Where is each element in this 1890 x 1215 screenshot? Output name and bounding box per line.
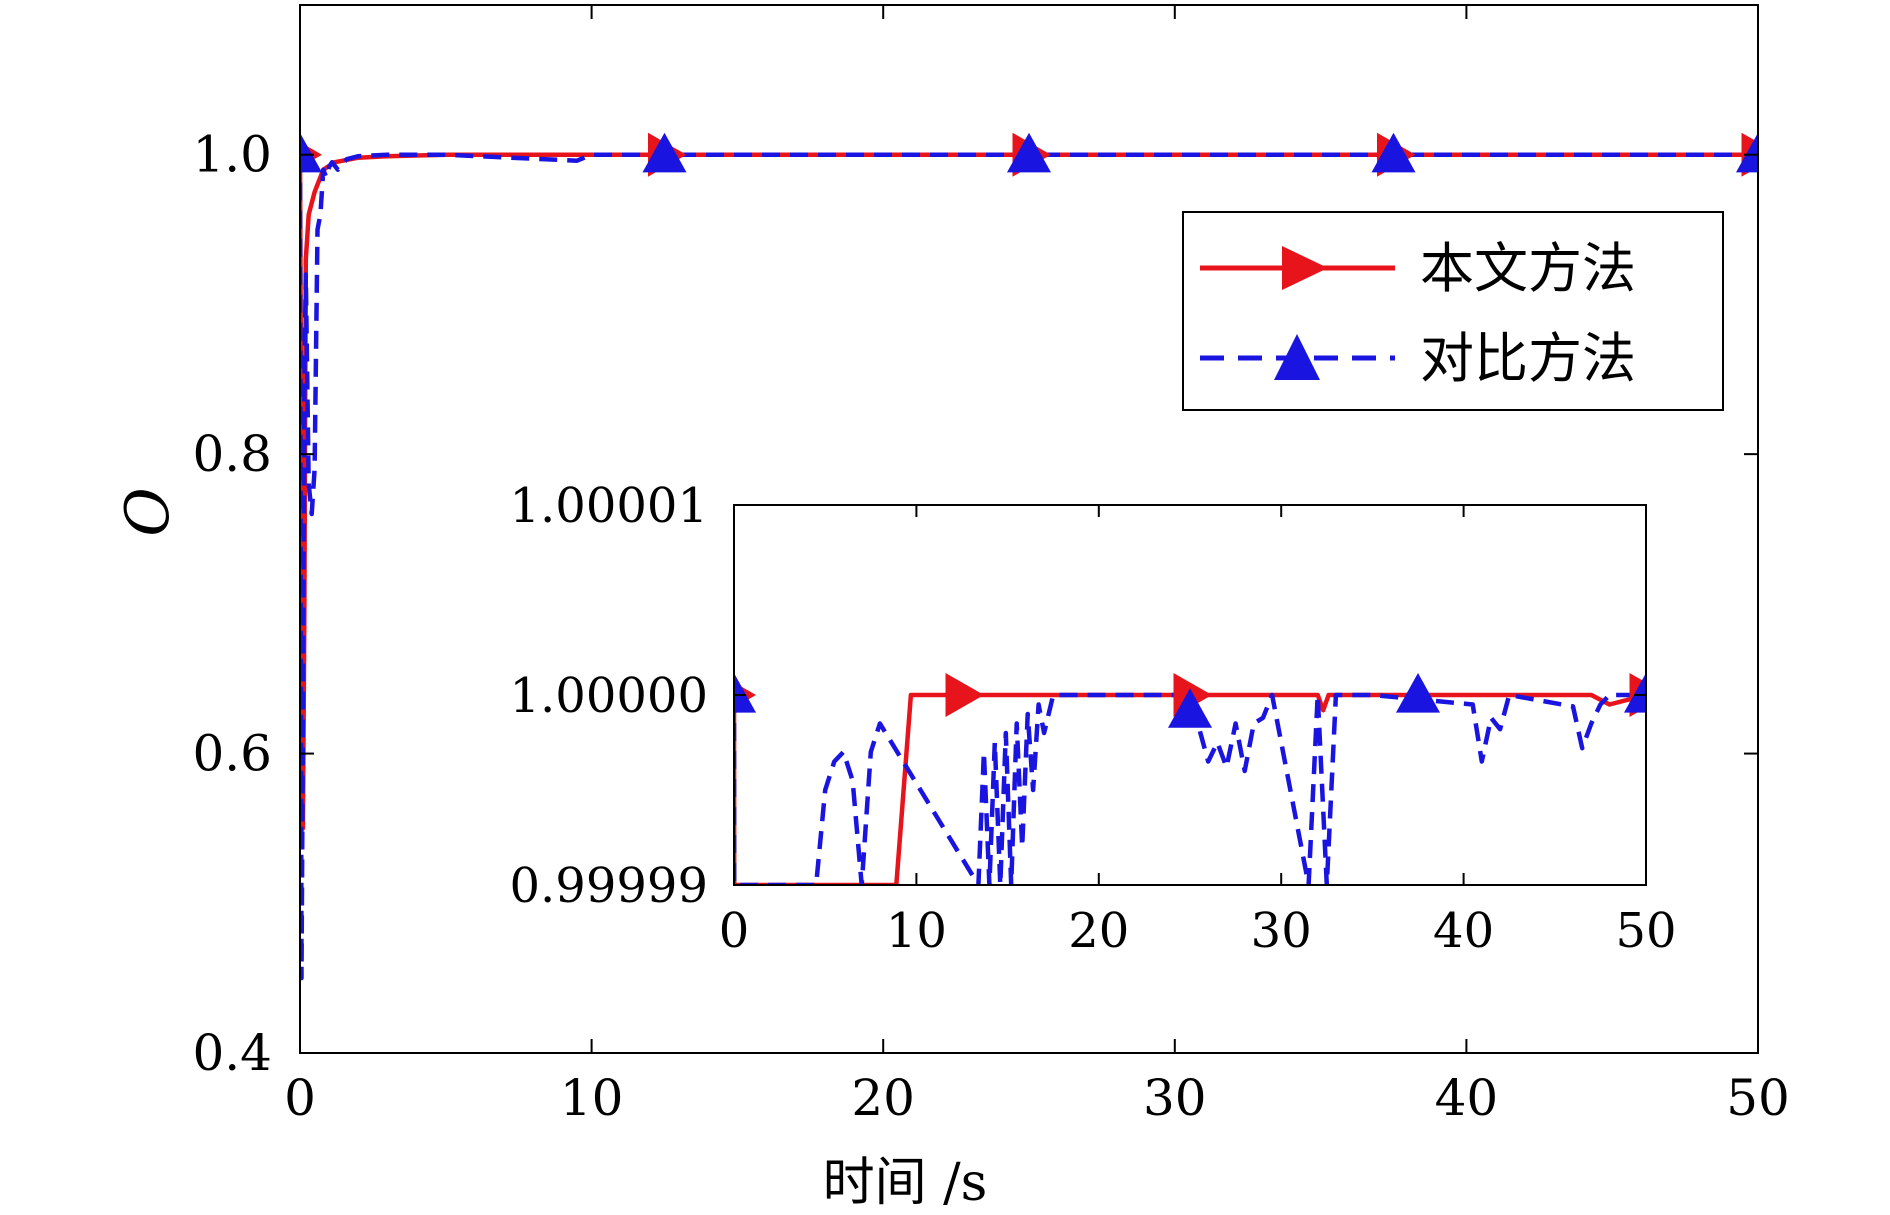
- main-series-layer: [300, 132, 1758, 981]
- inset-axes-frame: [733, 504, 1647, 886]
- main-series-line-2: [300, 152, 1758, 981]
- main-ticks: 0 10 20 30 40 50 0.4 0.6 0.8 1.0: [192, 5, 1790, 1127]
- inset-y-tick-label-2: 1.00000: [510, 668, 709, 724]
- legend: 本文方法 对比方法: [1182, 211, 1724, 411]
- main-axes-frame: [299, 4, 1759, 1054]
- main-x-tick-label-6: 50: [1726, 1069, 1790, 1127]
- main-y-tick-label-1: 0.4: [192, 1024, 272, 1082]
- inset-x-tick-label-4: 30: [1251, 903, 1312, 959]
- inset-series-2-marker-3: [1396, 673, 1440, 713]
- y-axis-label: O: [113, 487, 183, 536]
- inset-x-tick-label-2: 10: [886, 903, 947, 959]
- main-x-tick-label-3: 20: [851, 1069, 915, 1127]
- inset-y-tick-label-3: 1.00001: [510, 478, 709, 534]
- inset-series-2-marker-2: [1168, 688, 1212, 728]
- inset-y-tick-label-1: 0.99999: [510, 858, 709, 914]
- main-series-2-marker-1: [300, 132, 322, 173]
- inset-series-layer: [734, 673, 1646, 885]
- legend-marker-series-2: [1274, 334, 1320, 380]
- legend-label-series-1: 本文方法: [1420, 237, 1636, 300]
- legend-marker-series-1: [1282, 246, 1328, 290]
- inset-series-2-marker-4: [1624, 673, 1646, 713]
- legend-box: [1182, 211, 1724, 411]
- main-series-2-marker-2: [642, 132, 687, 173]
- inset-series-1-marker-2: [945, 673, 984, 717]
- main-x-tick-label-1: 0: [284, 1069, 316, 1127]
- main-series-2-marker-4: [1371, 132, 1416, 173]
- main-y-tick-label-2: 0.6: [192, 725, 272, 783]
- main-x-tick-label-2: 10: [560, 1069, 624, 1127]
- inset-x-tick-label-1: 0: [719, 903, 750, 959]
- x-axis-label: 时间 /s: [823, 1153, 988, 1213]
- inset-x-tick-label-6: 50: [1615, 903, 1676, 959]
- main-x-tick-label-5: 40: [1435, 1069, 1499, 1127]
- main-y-tick-label-3: 0.8: [192, 425, 272, 483]
- inset-series-2-marker-1: [734, 673, 756, 713]
- main-x-tick-label-4: 30: [1143, 1069, 1207, 1127]
- legend-label-series-2: 对比方法: [1420, 327, 1636, 390]
- inset-x-tick-label-3: 20: [1068, 903, 1129, 959]
- main-series-2-marker-3: [1007, 132, 1051, 173]
- inset-series-line-2: [734, 692, 1646, 885]
- main-series-2-marker-5: [1736, 132, 1758, 173]
- inset-axes: 0 10 20 30 40 50 0.99999 1.00000 1.00001: [510, 478, 1677, 959]
- inset-x-tick-label-5: 40: [1433, 903, 1494, 959]
- main-y-tick-label-4: 1.0: [192, 126, 272, 184]
